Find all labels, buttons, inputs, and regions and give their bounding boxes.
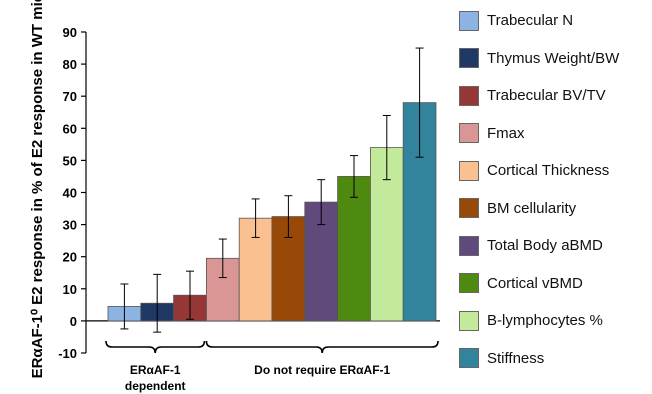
y-tick-label: 20 bbox=[63, 250, 77, 265]
y-tick-label: 70 bbox=[63, 89, 77, 104]
legend-item: Cortical Thickness bbox=[459, 152, 649, 190]
legend-item: Thymus Weight/BW bbox=[459, 40, 649, 78]
y-tick-label: 30 bbox=[63, 218, 77, 233]
legend-swatch bbox=[459, 160, 479, 181]
legend-label: Trabecular BV/TV bbox=[487, 87, 606, 105]
legend-swatch bbox=[459, 273, 479, 294]
legend-swatch bbox=[459, 310, 479, 331]
legend-label: Total Body aBMD bbox=[487, 237, 603, 255]
group-bracket bbox=[205, 340, 439, 354]
legend-item: Fmax bbox=[459, 115, 649, 153]
y-axis-label: ERαAF-1⁰ E2 response in % of E2 response… bbox=[29, 0, 46, 378]
legend-label: Fmax bbox=[487, 124, 525, 142]
legend-swatch bbox=[459, 123, 479, 144]
legend-swatch bbox=[459, 48, 479, 69]
y-tick-label: 90 bbox=[63, 25, 77, 40]
legend-label: Stiffness bbox=[487, 349, 545, 367]
y-tick-label: -10 bbox=[58, 346, 77, 361]
legend-swatch bbox=[459, 85, 479, 106]
legend-item: Trabecular N bbox=[459, 2, 649, 40]
legend-swatch bbox=[459, 348, 479, 369]
group-label: ERαAF-1 bbox=[130, 363, 181, 377]
y-tick-label: 40 bbox=[63, 186, 77, 201]
legend-label: Cortical vBMD bbox=[487, 274, 583, 292]
legend-item: B-lymphocytes % bbox=[459, 302, 649, 340]
y-tick-label: 50 bbox=[63, 153, 77, 168]
group-label: Do not require ERαAF-1 bbox=[254, 363, 390, 377]
legend-label: Cortical Thickness bbox=[487, 162, 610, 180]
y-tick-label: 60 bbox=[63, 121, 77, 136]
legend-swatch bbox=[459, 235, 479, 256]
legend-item: Cortical vBMD bbox=[459, 265, 649, 303]
legend-label: Trabecular N bbox=[487, 12, 574, 30]
legend-swatch bbox=[459, 10, 479, 31]
plot-area: -10 0 10 20 30 40 50 60 70 80 90 ERαAF-1 dependent Do… bbox=[58, 25, 440, 393]
group-label: dependent bbox=[125, 379, 186, 393]
legend-label: B-lymphocytes % bbox=[487, 312, 603, 330]
bar bbox=[337, 176, 371, 322]
y-tick-label: 10 bbox=[63, 282, 77, 297]
legend-item: Total Body aBMD bbox=[459, 227, 649, 265]
legend-item: Trabecular BV/TV bbox=[459, 77, 649, 115]
y-tick-label: 80 bbox=[63, 57, 77, 72]
legend-label: BM cellularity bbox=[487, 199, 577, 217]
legend: Trabecular N Thymus Weight/BW Trabecular B… bbox=[459, 2, 649, 377]
legend-label: Thymus Weight/BW bbox=[487, 49, 620, 67]
legend-item: Stiffness bbox=[459, 340, 649, 378]
legend-item: BM cellularity bbox=[459, 190, 649, 228]
legend-swatch bbox=[459, 198, 479, 219]
y-tick-label: 0 bbox=[70, 314, 77, 329]
group-bracket bbox=[105, 340, 206, 354]
